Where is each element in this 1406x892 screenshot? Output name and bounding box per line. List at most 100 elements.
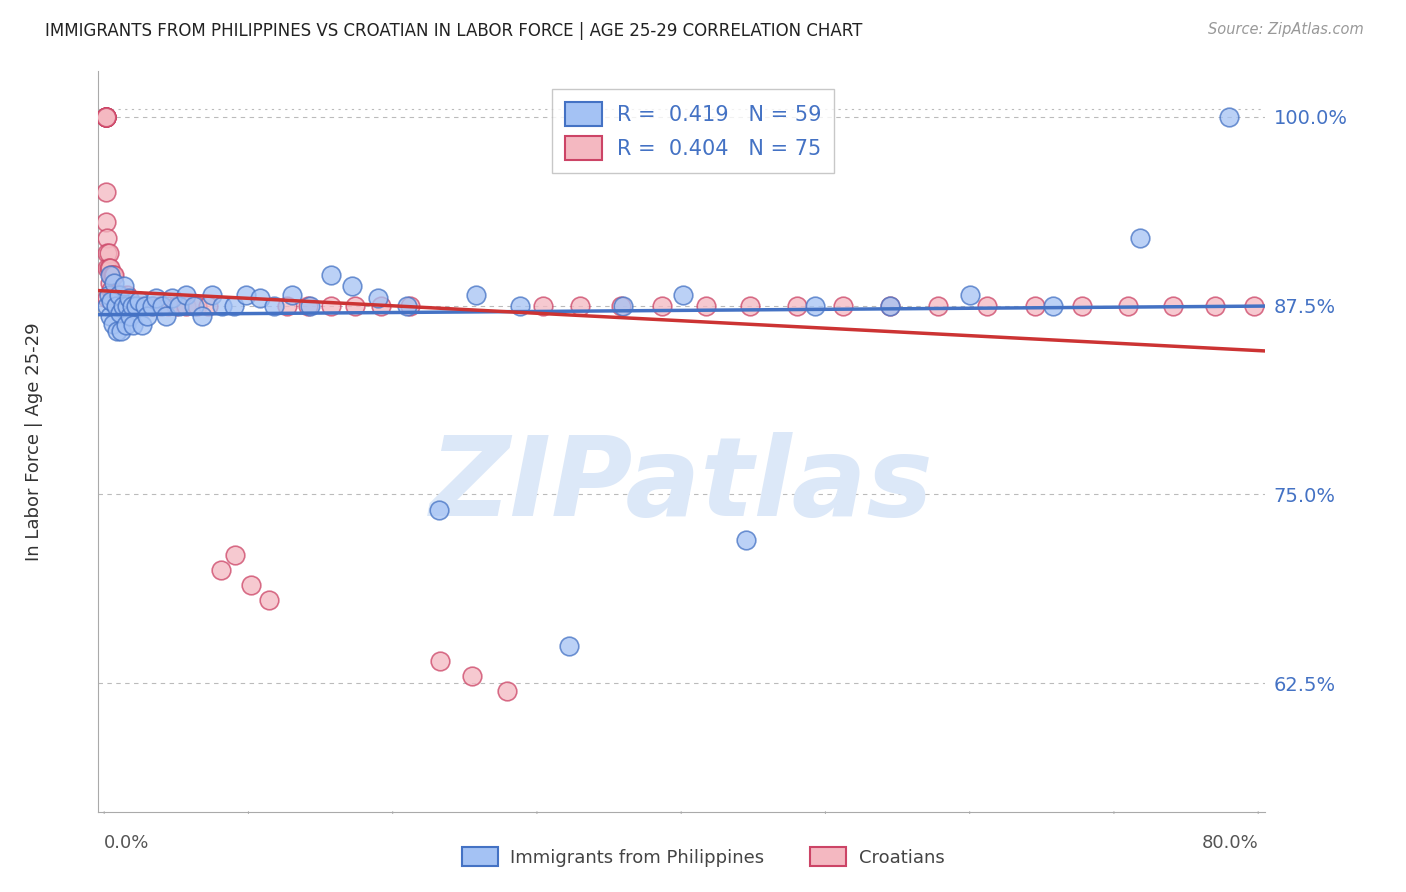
Point (96, 291, 118, 305)
Point (786, 299, 808, 313)
Text: Source: ZipAtlas.com: Source: ZipAtlas.com (1208, 22, 1364, 37)
Point (114, 318, 136, 333)
Point (94, 186, 117, 200)
Point (100, 268, 122, 283)
Point (104, 288, 127, 302)
Point (112, 279, 135, 293)
Point (103, 268, 125, 283)
Point (976, 299, 998, 313)
Point (531, 299, 554, 313)
Point (136, 299, 159, 313)
Point (804, 299, 827, 313)
Point (319, 299, 342, 313)
Point (672, 288, 695, 302)
Point (121, 299, 143, 313)
Point (94, 110, 117, 124)
Point (145, 291, 167, 305)
Point (427, 502, 450, 516)
Point (103, 276, 125, 290)
Point (1204, 299, 1226, 313)
Point (959, 288, 981, 302)
Point (176, 288, 198, 302)
Point (1129, 230, 1152, 244)
Point (100, 293, 122, 308)
Point (94, 110, 117, 124)
Point (735, 533, 758, 547)
Point (1042, 299, 1064, 313)
Point (399, 299, 422, 313)
Point (100, 284, 122, 298)
Point (155, 309, 177, 323)
Point (97, 288, 120, 302)
Point (141, 299, 163, 313)
Point (94, 110, 117, 124)
Point (118, 291, 141, 305)
Point (97, 260, 120, 275)
Point (107, 288, 129, 302)
Point (1275, 299, 1298, 313)
Point (569, 299, 592, 313)
Point (209, 563, 232, 577)
Point (96, 260, 118, 275)
Point (98, 260, 121, 275)
Point (201, 288, 224, 302)
Text: IMMIGRANTS FROM PHILIPPINES VS CROATIAN IN LABOR FORCE | AGE 25-29 CORRELATION C: IMMIGRANTS FROM PHILIPPINES VS CROATIAN … (45, 22, 862, 40)
Point (105, 288, 128, 302)
Point (142, 299, 165, 313)
Point (429, 654, 451, 668)
Point (156, 299, 179, 313)
Point (110, 288, 132, 302)
Point (235, 288, 257, 302)
Text: In Labor Force | Age 25-29: In Labor Force | Age 25-29 (25, 322, 44, 561)
Point (122, 318, 145, 333)
Point (94, 215, 117, 229)
Point (367, 291, 389, 305)
Point (1330, 299, 1353, 313)
Point (131, 318, 153, 333)
Point (1243, 299, 1265, 313)
Point (224, 548, 246, 562)
Point (370, 299, 392, 313)
Legend: R =  0.419   N = 59, R =  0.404   N = 75: R = 0.419 N = 59, R = 0.404 N = 75 (553, 89, 834, 173)
Point (222, 299, 245, 313)
Point (879, 299, 901, 313)
Point (96, 299, 118, 313)
Point (108, 291, 131, 305)
Point (122, 299, 145, 313)
Point (319, 268, 342, 283)
Point (276, 299, 298, 313)
Point (695, 299, 717, 313)
Point (927, 299, 949, 313)
Legend: Immigrants from Philippines, Croatians: Immigrants from Philippines, Croatians (454, 840, 952, 874)
Point (557, 639, 579, 653)
Point (117, 288, 139, 302)
Point (131, 299, 153, 313)
Point (263, 299, 285, 313)
Point (211, 299, 233, 313)
Point (879, 299, 901, 313)
Point (297, 299, 319, 313)
Text: 80.0%: 80.0% (1202, 834, 1258, 853)
Point (1218, 110, 1240, 124)
Point (94, 110, 117, 124)
Point (344, 299, 367, 313)
Point (101, 317, 124, 331)
Point (465, 288, 488, 302)
Point (98, 276, 121, 290)
Point (509, 299, 531, 313)
Point (105, 324, 128, 338)
Text: 0.0%: 0.0% (104, 834, 149, 853)
Point (120, 299, 142, 313)
Point (96, 245, 118, 260)
Point (136, 309, 159, 323)
Point (120, 309, 142, 323)
Point (1118, 299, 1140, 313)
Point (183, 299, 205, 313)
Point (94, 110, 117, 124)
Point (240, 578, 263, 592)
Point (651, 299, 673, 313)
Point (96, 230, 118, 244)
Point (396, 299, 419, 313)
Point (97, 245, 120, 260)
Point (612, 299, 634, 313)
